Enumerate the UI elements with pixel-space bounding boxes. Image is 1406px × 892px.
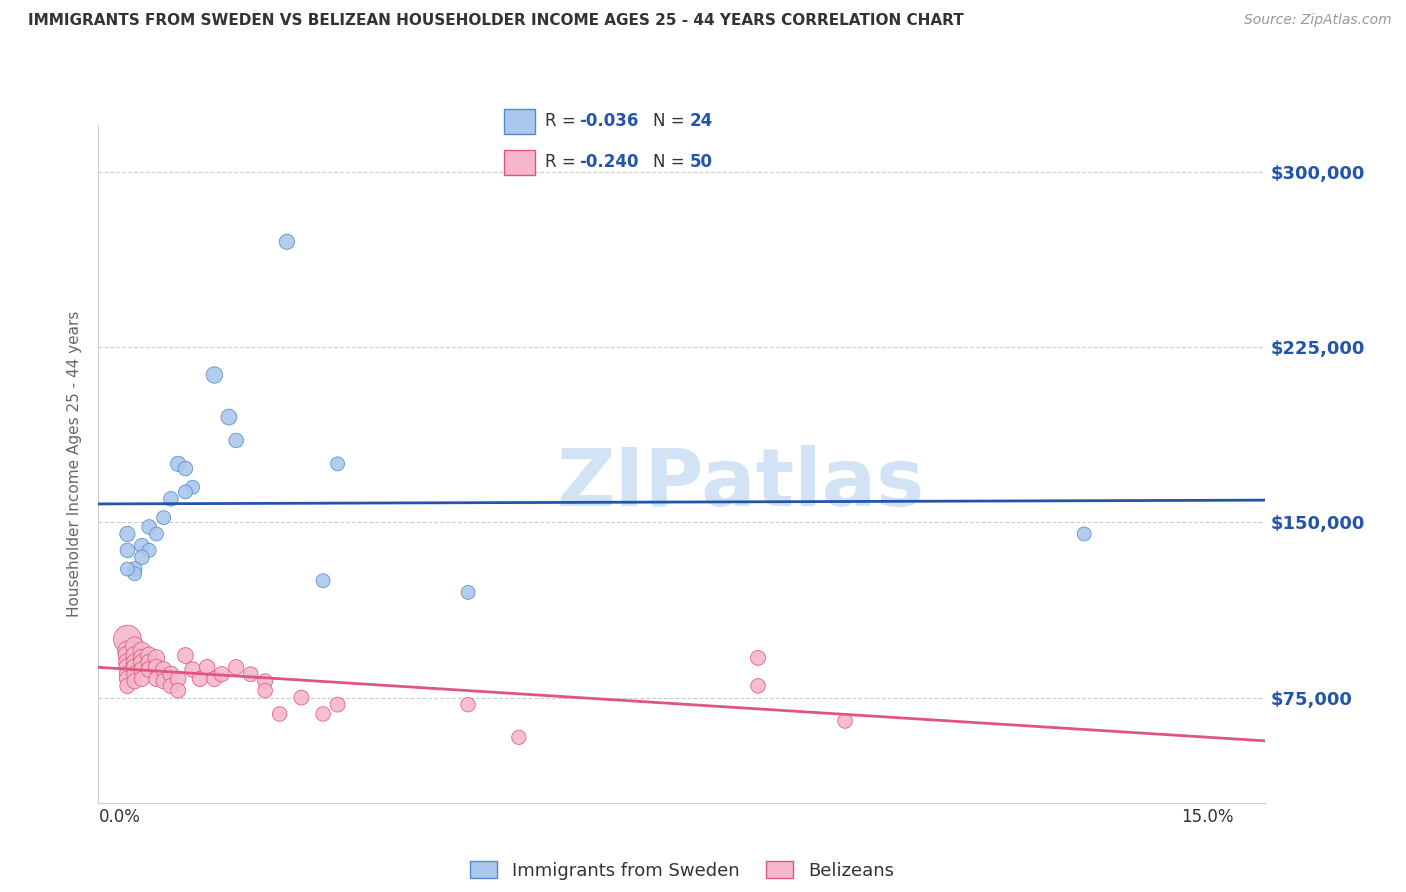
Point	[254, 674, 277, 689]
Point	[117, 527, 139, 541]
FancyBboxPatch shape	[505, 109, 536, 134]
Legend: Immigrants from Sweden, Belizeans: Immigrants from Sweden, Belizeans	[461, 853, 903, 888]
Point	[117, 632, 139, 647]
Point	[117, 672, 139, 686]
Point	[145, 651, 167, 665]
Text: 24: 24	[690, 112, 713, 130]
Point	[138, 520, 160, 534]
Point	[124, 674, 146, 689]
Point	[181, 663, 204, 677]
Point	[152, 510, 174, 524]
Point	[457, 698, 479, 712]
Point	[174, 461, 197, 475]
Text: R =: R =	[544, 112, 581, 130]
Point	[225, 660, 247, 674]
Point	[181, 480, 204, 494]
Text: 50: 50	[690, 153, 713, 171]
Point	[124, 667, 146, 681]
Point	[290, 690, 312, 705]
Point	[225, 434, 247, 448]
Point	[124, 656, 146, 670]
Text: ZIPatlas: ZIPatlas	[557, 445, 924, 524]
Text: Source: ZipAtlas.com: Source: ZipAtlas.com	[1244, 13, 1392, 28]
Text: R =: R =	[544, 153, 581, 171]
Point	[138, 543, 160, 558]
Point	[747, 651, 769, 665]
Point	[131, 539, 153, 553]
Y-axis label: Householder Income Ages 25 - 44 years: Householder Income Ages 25 - 44 years	[67, 310, 83, 617]
Point	[145, 672, 167, 686]
Point	[152, 663, 174, 677]
Text: IMMIGRANTS FROM SWEDEN VS BELIZEAN HOUSEHOLDER INCOME AGES 25 - 44 YEARS CORRELA: IMMIGRANTS FROM SWEDEN VS BELIZEAN HOUSE…	[28, 13, 965, 29]
Point	[202, 672, 225, 686]
Point	[160, 679, 183, 693]
Point	[239, 667, 262, 681]
Point	[117, 644, 139, 658]
Point	[124, 648, 146, 663]
Text: N =: N =	[652, 153, 690, 171]
Point	[131, 550, 153, 565]
FancyBboxPatch shape	[505, 150, 536, 175]
Point	[167, 683, 190, 698]
Point	[269, 706, 291, 721]
Point	[117, 562, 139, 576]
Point	[124, 566, 146, 581]
Point	[131, 644, 153, 658]
Text: -0.240: -0.240	[579, 153, 638, 171]
Point	[188, 672, 211, 686]
Point	[160, 491, 183, 506]
Text: -0.036: -0.036	[579, 112, 638, 130]
Point	[138, 663, 160, 677]
Point	[131, 672, 153, 686]
Point	[131, 651, 153, 665]
Point	[508, 731, 530, 745]
Point	[218, 410, 240, 425]
Point	[131, 656, 153, 670]
Point	[124, 660, 146, 674]
Point	[312, 706, 335, 721]
Point	[131, 663, 153, 677]
Point	[117, 667, 139, 681]
Point	[167, 457, 190, 471]
Point	[174, 484, 197, 499]
Point	[1073, 527, 1095, 541]
Point	[167, 672, 190, 686]
Point	[117, 648, 139, 663]
Point	[138, 648, 160, 663]
Point	[124, 562, 146, 576]
Point	[254, 683, 277, 698]
Point	[117, 656, 139, 670]
Point	[138, 656, 160, 670]
Point	[152, 674, 174, 689]
Point	[117, 543, 139, 558]
Point	[834, 714, 856, 728]
Point	[326, 698, 349, 712]
Point	[312, 574, 335, 588]
Point	[276, 235, 298, 249]
Point	[202, 368, 225, 382]
Point	[124, 639, 146, 653]
Text: N =: N =	[652, 112, 690, 130]
Point	[326, 457, 349, 471]
Point	[195, 660, 218, 674]
Point	[117, 660, 139, 674]
Point	[160, 667, 183, 681]
Point	[145, 660, 167, 674]
Point	[174, 648, 197, 663]
Point	[457, 585, 479, 599]
Point	[145, 527, 167, 541]
Point	[747, 679, 769, 693]
Point	[211, 667, 233, 681]
Point	[117, 679, 139, 693]
